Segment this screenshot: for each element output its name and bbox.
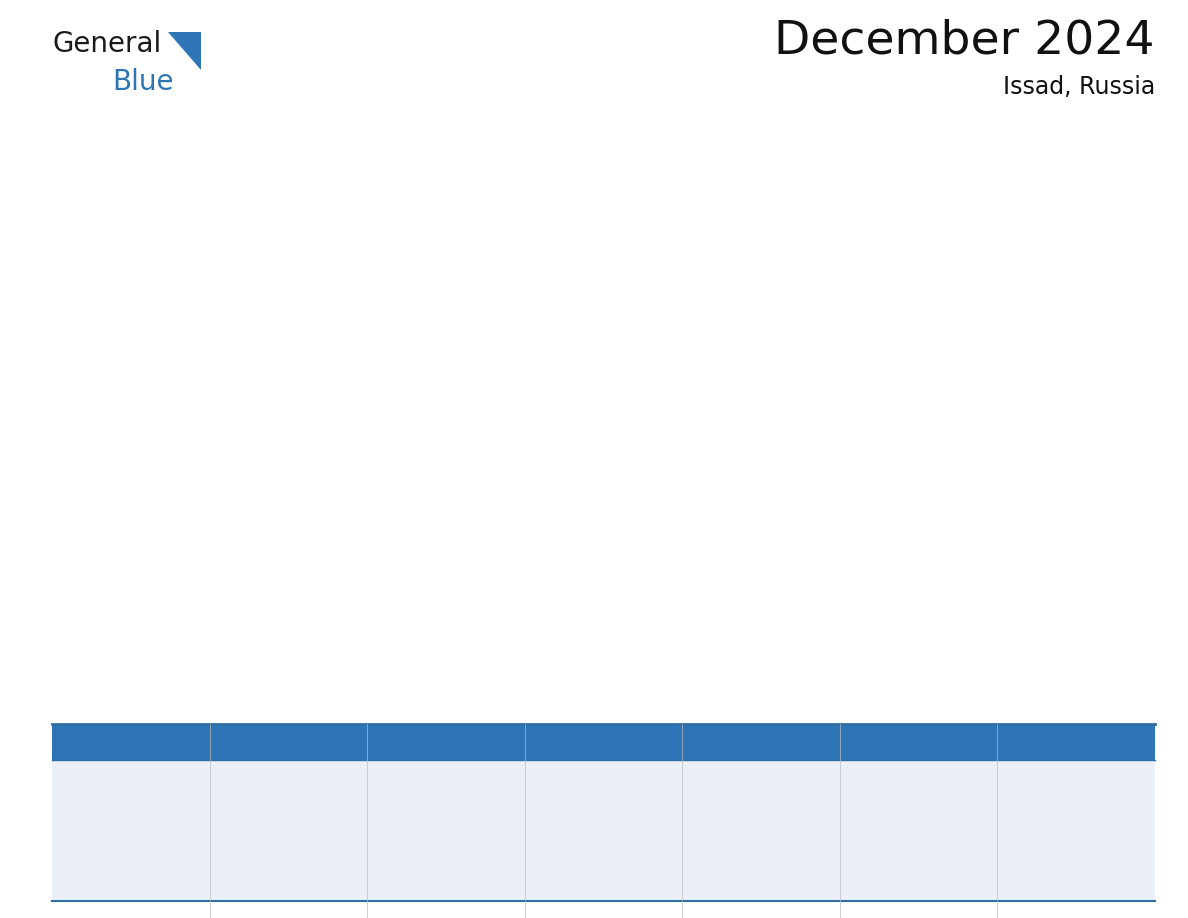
Text: 10: 10 (375, 912, 393, 918)
Text: 1: 1 (61, 770, 69, 784)
Text: December 2024: December 2024 (775, 18, 1155, 63)
Text: Sunrise: 9:28 AM
Sunset: 3:51 PM
Daylight: 6 hours
and 23 minutes.: Sunrise: 9:28 AM Sunset: 3:51 PM Dayligh… (217, 790, 308, 841)
Text: Sunrise: 9:35 AM
Sunset: 3:47 PM
Daylight: 6 hours
and 11 minutes.: Sunrise: 9:35 AM Sunset: 3:47 PM Dayligh… (848, 790, 939, 841)
Text: 3: 3 (375, 770, 384, 784)
Text: Saturday: Saturday (1005, 735, 1073, 748)
Text: 6: 6 (848, 770, 857, 784)
Text: Thursday: Thursday (690, 735, 759, 748)
Text: Friday: Friday (848, 735, 895, 748)
Text: Sunrise: 9:26 AM
Sunset: 3:53 PM
Daylight: 6 hours
and 26 minutes.: Sunrise: 9:26 AM Sunset: 3:53 PM Dayligh… (61, 790, 150, 841)
Text: 8: 8 (61, 912, 69, 918)
Text: Tuesday: Tuesday (375, 735, 436, 748)
Text: Sunrise: 9:37 AM
Sunset: 3:46 PM
Daylight: 6 hours
and 9 minutes.: Sunrise: 9:37 AM Sunset: 3:46 PM Dayligh… (1005, 790, 1095, 841)
Text: Sunday: Sunday (61, 735, 115, 748)
Text: 14: 14 (1005, 912, 1023, 918)
Text: Blue: Blue (112, 68, 173, 96)
Text: 5: 5 (690, 770, 699, 784)
Text: Monday: Monday (217, 735, 276, 748)
Text: Issad, Russia: Issad, Russia (1003, 75, 1155, 99)
Text: 4: 4 (532, 770, 542, 784)
Text: 2: 2 (217, 770, 227, 784)
Text: Sunrise: 9:32 AM
Sunset: 3:49 PM
Daylight: 6 hours
and 17 minutes.: Sunrise: 9:32 AM Sunset: 3:49 PM Dayligh… (532, 790, 623, 841)
Text: Sunrise: 9:30 AM
Sunset: 3:50 PM
Daylight: 6 hours
and 20 minutes.: Sunrise: 9:30 AM Sunset: 3:50 PM Dayligh… (375, 790, 466, 841)
Text: 12: 12 (690, 912, 708, 918)
Text: 13: 13 (848, 912, 866, 918)
Text: 9: 9 (217, 912, 227, 918)
Text: Wednesday: Wednesday (532, 735, 618, 748)
Text: 11: 11 (532, 912, 550, 918)
Polygon shape (168, 32, 201, 70)
Text: 7: 7 (1005, 770, 1015, 784)
Text: Sunrise: 9:33 AM
Sunset: 3:48 PM
Daylight: 6 hours
and 14 minutes.: Sunrise: 9:33 AM Sunset: 3:48 PM Dayligh… (690, 790, 781, 841)
Text: General: General (52, 30, 162, 58)
